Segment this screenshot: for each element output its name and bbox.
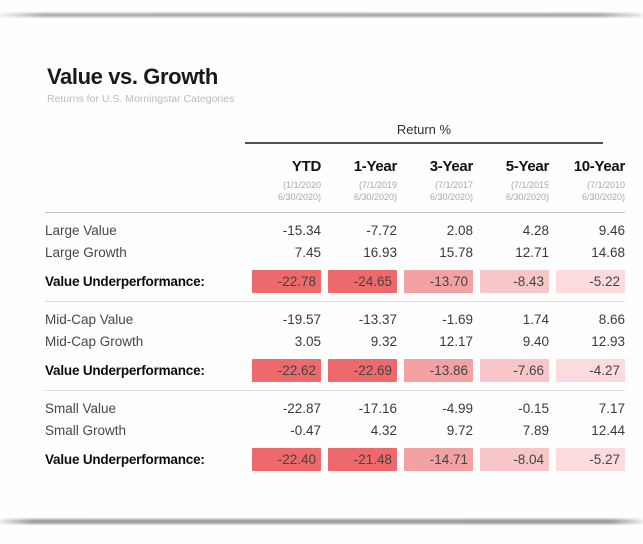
- value-cell: 12.71: [515, 244, 549, 260]
- column-dates-spacer: [45, 179, 245, 203]
- row-label: Mid-Cap Growth: [45, 333, 144, 349]
- returns-table: Return % YTD 1-Year 3-Year 5-Year 10-Yea…: [45, 120, 625, 479]
- heatmap-cell: -7.66: [480, 358, 549, 382]
- value-cell: 12.44: [591, 422, 625, 438]
- column-header-3-year: 3-Year: [429, 158, 474, 175]
- heatmap-cell: -22.62: [252, 358, 321, 382]
- date-range-end: 6/30/2020): [581, 192, 625, 203]
- heatmap-cell: -8.43: [480, 269, 549, 293]
- date-range-end: 6/30/2020): [505, 192, 549, 203]
- value-cell: 7.45: [294, 244, 321, 260]
- value-cell: 12.17: [439, 333, 473, 349]
- heatmap-cell: -13.70: [404, 269, 473, 293]
- value-cell: 9.32: [370, 333, 397, 349]
- value-cell: 15.78: [439, 244, 473, 260]
- value-cell: 1.74: [522, 311, 549, 327]
- section-small: Small Value -22.87 -17.16 -4.99 -0.15 7.…: [45, 390, 625, 479]
- column-header-row: YTD 1-Year 3-Year 5-Year 10-Year: [45, 158, 625, 175]
- summary-label: Value Underperformance:: [45, 362, 205, 378]
- value-cell: 4.28: [522, 222, 549, 238]
- heatmap-cell: -5.27: [556, 447, 625, 471]
- header-divider: [45, 212, 625, 214]
- column-dates-10-year: (7/1/2010 6/30/2020): [549, 179, 625, 203]
- value-cell: -4.99: [442, 400, 473, 416]
- column-header-1-year: 1-Year: [353, 158, 398, 175]
- heatmap-cell: -21.48: [328, 447, 397, 471]
- value-cell: 14.68: [591, 244, 625, 260]
- row-label: Mid-Cap Value: [45, 311, 134, 327]
- heatmap-cell: -4.27: [556, 358, 625, 382]
- value-cell: 4.32: [370, 422, 397, 438]
- column-dates-1-year: (7/1/2019 6/30/2020): [321, 179, 397, 203]
- row-label: Large Growth: [45, 244, 127, 260]
- value-cell: 2.08: [446, 222, 473, 238]
- column-dates-3-year: (7/1/2017 6/30/2020): [397, 179, 473, 203]
- card-bottom-edge: [0, 519, 643, 524]
- date-range-end: 6/30/2020): [353, 192, 397, 203]
- table-row-small-value: Small Value -22.87 -17.16 -4.99 -0.15 7.…: [45, 397, 625, 419]
- value-cell: -7.72: [366, 222, 397, 238]
- value-cell: 16.93: [363, 244, 397, 260]
- table-row-large-growth: Large Growth 7.45 16.93 15.78 12.71 14.6…: [45, 241, 625, 263]
- date-range-start: (7/1/2010: [586, 180, 625, 190]
- value-cell: 12.93: [591, 333, 625, 349]
- value-cell: -19.57: [282, 311, 321, 327]
- date-range-end: 6/30/2020): [277, 192, 321, 203]
- section-mid-cap: Mid-Cap Value -19.57 -13.37 -1.69 1.74 8…: [45, 301, 625, 390]
- value-cell: -1.69: [442, 311, 473, 327]
- table-row-value-underperformance-small: Value Underperformance: -22.40 -21.48 -1…: [45, 447, 625, 471]
- column-header-spacer: [45, 158, 245, 175]
- value-cell: 9.46: [598, 222, 625, 238]
- page-title: Value vs. Growth: [47, 64, 218, 89]
- column-header-ytd: YTD: [291, 158, 321, 175]
- table-row-mid-cap-growth: Mid-Cap Growth 3.05 9.32 12.17 9.40 12.9…: [45, 330, 625, 352]
- heatmap-cell: -5.22: [556, 269, 625, 293]
- summary-label: Value Underperformance:: [45, 451, 205, 467]
- value-cell: -0.15: [518, 400, 549, 416]
- value-cell: 3.05: [294, 333, 321, 349]
- heatmap-cell: -22.40: [252, 447, 321, 471]
- date-range-start: (7/1/2019: [358, 180, 397, 190]
- row-label: Large Value: [45, 222, 117, 238]
- value-cell: 7.17: [598, 400, 625, 416]
- column-header-5-year: 5-Year: [505, 158, 550, 175]
- column-dates-5-year: (7/1/2015 6/30/2020): [473, 179, 549, 203]
- date-range-start: (7/1/2017: [434, 180, 473, 190]
- column-header-10-year: 10-Year: [573, 158, 626, 175]
- table-row-value-underperformance-large: Value Underperformance: -22.78 -24.65 -1…: [45, 269, 625, 293]
- table-row-large-value: Large Value -15.34 -7.72 2.08 4.28 9.46: [45, 219, 625, 241]
- value-cell: 7.89: [522, 422, 549, 438]
- value-cell: -22.87: [282, 400, 321, 416]
- value-cell: 8.66: [598, 311, 625, 327]
- value-cell: -15.34: [282, 222, 321, 238]
- section-large: Large Value -15.34 -7.72 2.08 4.28 9.46 …: [45, 213, 625, 301]
- date-range-start: (1/1/2020: [282, 180, 321, 190]
- heatmap-cell: -22.78: [252, 269, 321, 293]
- heatmap-cell: -24.65: [328, 269, 397, 293]
- heatmap-cell: -8.04: [480, 447, 549, 471]
- row-label: Small Growth: [45, 422, 127, 438]
- heatmap-cell: -14.71: [404, 447, 473, 471]
- card-top-edge: [0, 13, 643, 17]
- table-row-mid-cap-value: Mid-Cap Value -19.57 -13.37 -1.69 1.74 8…: [45, 308, 625, 330]
- value-cell: -13.37: [358, 311, 397, 327]
- value-cell: 9.72: [446, 422, 473, 438]
- heatmap-cell: -22.69: [328, 358, 397, 382]
- table-row-small-growth: Small Growth -0.47 4.32 9.72 7.89 12.44: [45, 419, 625, 441]
- date-range-end: 6/30/2020): [429, 192, 473, 203]
- column-dates-ytd: (1/1/2020 6/30/2020): [245, 179, 321, 203]
- page-subtitle: Returns for U.S. Morningstar Categories: [47, 93, 235, 105]
- value-cell: 9.40: [522, 333, 549, 349]
- value-cell: -0.47: [290, 422, 321, 438]
- date-range-start: (7/1/2015: [510, 180, 549, 190]
- group-header-return-pct: Return %: [245, 120, 603, 144]
- heatmap-cell: -13.86: [404, 358, 473, 382]
- table-row-value-underperformance-mid-cap: Value Underperformance: -22.62 -22.69 -1…: [45, 358, 625, 382]
- value-cell: -17.16: [358, 400, 397, 416]
- row-label: Small Value: [45, 400, 117, 416]
- column-dates-row: (1/1/2020 6/30/2020) (7/1/2019 6/30/2020…: [45, 179, 625, 203]
- summary-label: Value Underperformance:: [45, 273, 205, 289]
